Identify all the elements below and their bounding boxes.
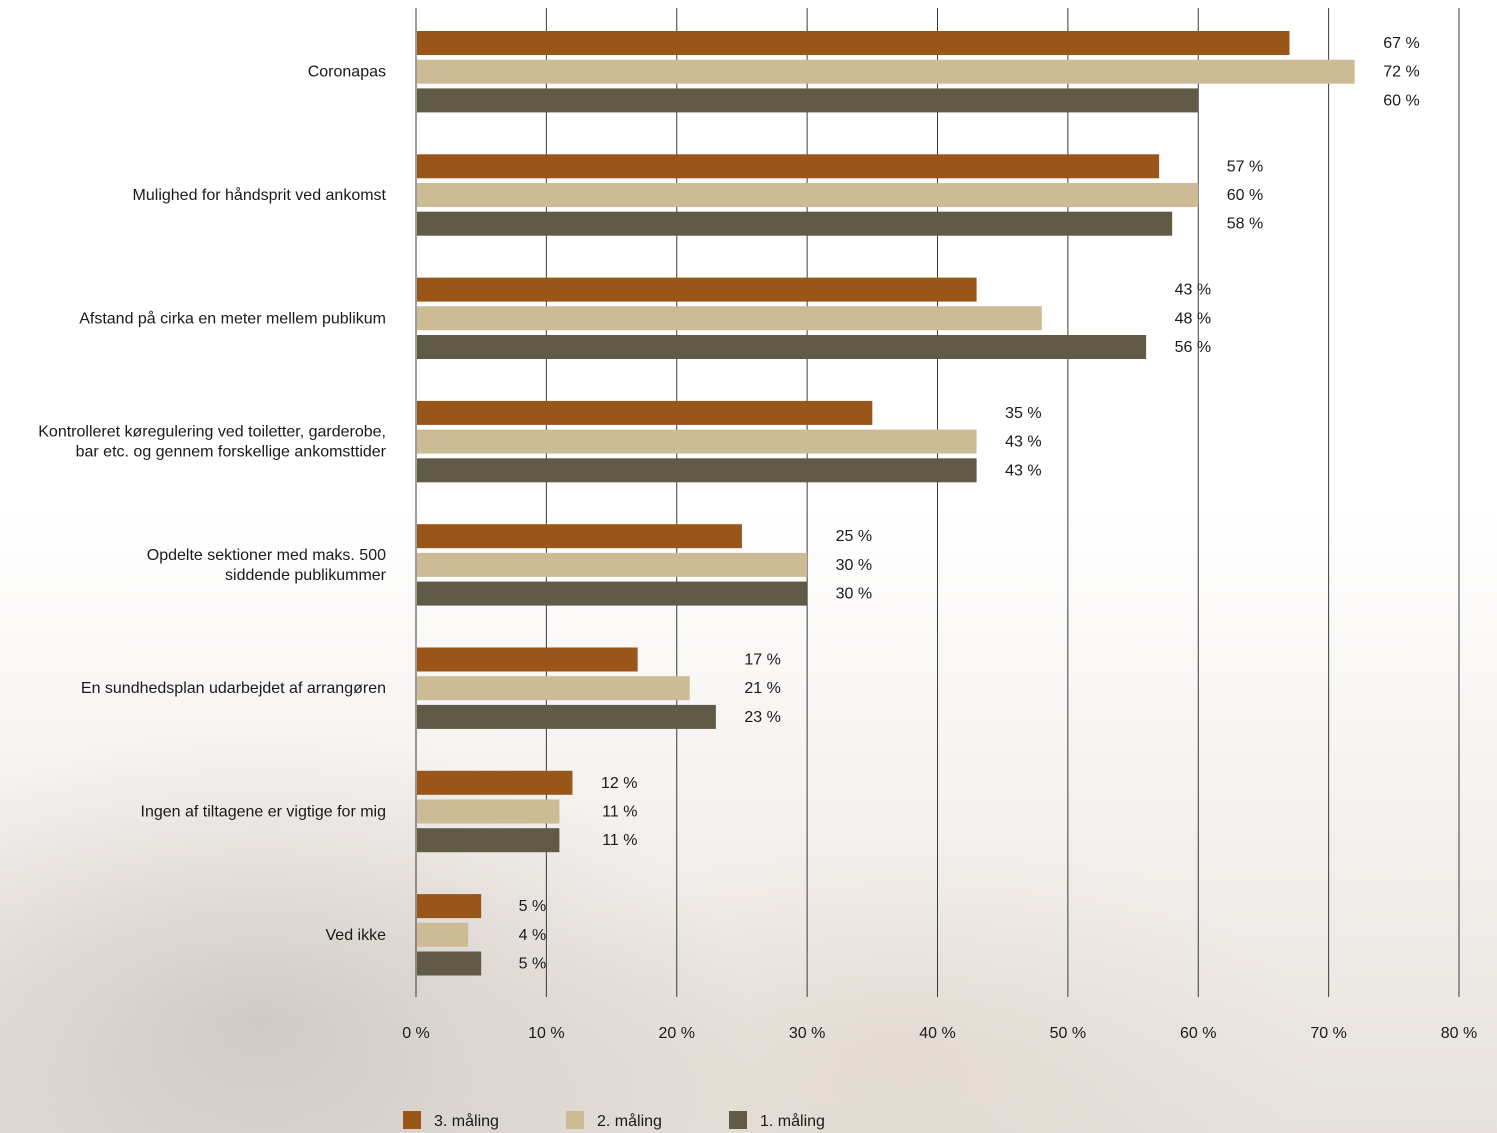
bar [417, 429, 977, 454]
category-label: Afstand på cirka en meter mellem publiku… [79, 309, 386, 327]
data-label: 60 % [1227, 187, 1263, 204]
data-label: 35 % [1005, 405, 1041, 422]
data-label: 56 % [1175, 339, 1211, 356]
legend: 3. måling 2. måling 1. måling [403, 1111, 825, 1130]
bar [417, 211, 1173, 236]
bar [417, 770, 573, 795]
bars [417, 31, 1355, 976]
legend-swatch [729, 1111, 747, 1129]
category-label: Kontrolleret køregulering ved toiletter,… [38, 424, 386, 461]
bar [417, 183, 1199, 207]
bar [417, 458, 977, 483]
data-label: 57 % [1227, 158, 1263, 175]
data-label: 30 % [836, 557, 872, 574]
bar [417, 581, 808, 606]
data-label: 43 % [1005, 462, 1041, 479]
category-label-line: Ved ikke [326, 927, 387, 944]
legend-label: 1. måling [760, 1112, 825, 1130]
x-tick-label: 40 % [919, 1025, 955, 1042]
data-label: 60 % [1383, 92, 1419, 109]
x-tick-label: 70 % [1310, 1025, 1346, 1042]
x-tick-label: 10 % [528, 1025, 564, 1042]
category-label: En sundhedsplan udarbejdet af arrangøren [81, 680, 386, 697]
category-label: Ved ikke [326, 927, 387, 944]
value-labels: 67 % 72 % 60 % 57 % 60 % 58 % 43 % 48 % 56 % 35 %… [519, 35, 1420, 973]
bar [417, 951, 482, 976]
data-label: 43 % [1005, 434, 1041, 451]
data-label: 17 % [744, 652, 780, 669]
category-labels: Coronapas Mulighed for håndsprit ved anko… [38, 64, 386, 944]
data-label: 48 % [1175, 310, 1211, 327]
data-label: 30 % [836, 586, 872, 603]
bar [417, 277, 977, 302]
data-label: 72 % [1383, 64, 1419, 81]
category-label: Ingen af tiltagene er vigtige for mig [141, 804, 386, 821]
data-label: 25 % [836, 528, 872, 545]
bar [417, 31, 1290, 55]
data-label: 67 % [1383, 35, 1419, 52]
category-label-line: siddende publikummer [225, 567, 387, 584]
bar [417, 799, 560, 824]
legend-label: 3. måling [434, 1112, 499, 1130]
category-label-line: Afstand på cirka en meter mellem publiku… [79, 309, 386, 327]
category-label-line: Mulighed for håndsprit ved ankomst [133, 186, 387, 204]
data-label: 23 % [744, 709, 780, 726]
x-tick-label: 30 % [789, 1025, 825, 1042]
data-label: 5 % [519, 956, 547, 973]
category-label-line: Opdelte sektioner med maks. 500 [147, 547, 386, 564]
category-label-line: En sundhedsplan udarbejdet af arrangøren [81, 680, 386, 697]
bar [417, 704, 716, 729]
legend-label: 2. måling [597, 1112, 662, 1130]
legend-swatch [566, 1111, 584, 1129]
data-label: 58 % [1227, 216, 1263, 233]
bar [417, 400, 873, 425]
x-tick-label: 50 % [1050, 1025, 1086, 1042]
category-label: Opdelte sektioner med maks. 500 siddende … [147, 547, 387, 584]
bar [417, 306, 1042, 331]
legend-swatch [403, 1111, 421, 1129]
bar [417, 59, 1355, 84]
bar [417, 647, 638, 672]
category-label: Coronapas [308, 64, 386, 81]
x-tick-label: 60 % [1180, 1025, 1216, 1042]
category-label-line: Ingen af tiltagene er vigtige for mig [141, 804, 386, 821]
bar [417, 552, 808, 577]
bar [417, 88, 1199, 113]
data-label: 5 % [519, 898, 547, 915]
category-label-line: Kontrolleret køregulering ved toiletter,… [38, 424, 386, 441]
data-label: 12 % [601, 775, 637, 792]
bar [417, 524, 742, 549]
data-label: 43 % [1175, 282, 1211, 299]
bar [417, 894, 482, 919]
category-label-line: Coronapas [308, 64, 386, 81]
x-axis-tick-labels: 0 % 10 % 20 % 30 % 40 % 50 % 60 % 70 % 80 % [402, 1025, 1477, 1042]
x-tick-label: 0 % [402, 1025, 430, 1042]
bar [417, 676, 690, 701]
bar [417, 828, 560, 853]
category-label-line: bar etc. og gennem forskellige ankomstti… [76, 444, 387, 461]
data-label: 21 % [744, 680, 780, 697]
bar [417, 335, 1147, 359]
data-label: 11 % [602, 804, 637, 821]
data-label: 11 % [602, 832, 637, 849]
x-tick-label: 80 % [1441, 1025, 1477, 1042]
bar [417, 154, 1160, 179]
bar [417, 922, 469, 947]
data-label: 4 % [519, 927, 547, 944]
x-tick-label: 20 % [659, 1025, 695, 1042]
category-label: Mulighed for håndsprit ved ankomst [133, 186, 387, 204]
